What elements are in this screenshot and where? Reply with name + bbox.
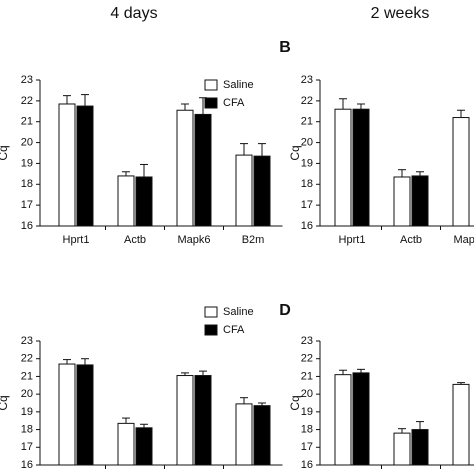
x-tick-label: Actb [400, 234, 422, 246]
x-tick-label: Actb [400, 473, 422, 474]
bar [334, 108, 352, 227]
y-tick-label: 20 [301, 136, 313, 148]
y-tick-label: 23 [301, 74, 313, 86]
bar [117, 175, 135, 227]
y-axis-label: Cq [288, 395, 302, 410]
y-tick-label: 23 [301, 335, 313, 347]
x-tick-label: Hprt1 [63, 473, 90, 474]
y-tick-label: 21 [21, 116, 33, 128]
panel-label: B [279, 39, 291, 56]
bar [176, 109, 194, 227]
bar [176, 375, 194, 466]
y-tick-label: 23 [21, 74, 33, 86]
legend-swatch [204, 97, 218, 109]
y-tick-label: 18 [21, 178, 33, 190]
legend-label: Saline [223, 306, 254, 318]
y-tick-label: 17 [21, 199, 33, 211]
bar [352, 372, 370, 466]
legend-label: Saline [223, 79, 254, 91]
legend-swatch [204, 79, 218, 91]
y-tick-label: 22 [301, 353, 313, 365]
x-tick-label: Hprt1 [339, 234, 366, 246]
y-tick-label: 19 [301, 406, 313, 418]
legend-swatch [204, 324, 218, 336]
y-axis-label: Cq [0, 395, 10, 410]
panel-label: D [279, 302, 291, 319]
x-tick-label: Hprt1 [339, 473, 366, 474]
y-tick-label: 17 [301, 199, 313, 211]
x-tick-label: Actb [124, 473, 146, 474]
x-tick-label: Mapk6 [453, 473, 474, 474]
bar [411, 429, 429, 466]
bar [352, 108, 370, 227]
bar [393, 176, 411, 227]
y-tick-label: 16 [301, 220, 313, 232]
bar [235, 403, 253, 466]
bar [135, 427, 153, 466]
bar [235, 154, 253, 227]
bar [334, 374, 352, 466]
bar [76, 364, 94, 466]
y-tick-label: 22 [21, 95, 33, 107]
bar [135, 176, 153, 227]
y-tick-label: 21 [301, 116, 313, 128]
y-tick-label: 20 [21, 388, 33, 400]
y-tick-label: 16 [21, 220, 33, 232]
y-tick-label: 17 [301, 441, 313, 453]
x-tick-label: Hprt1 [63, 234, 90, 246]
bar [76, 105, 94, 227]
bar [452, 383, 470, 466]
x-tick-label: Mapk6 [177, 473, 210, 474]
bar [253, 405, 271, 466]
y-tick-label: 16 [21, 459, 33, 471]
chart-title: 2 weeks [371, 5, 430, 22]
x-tick-label: B2m [242, 234, 265, 246]
x-tick-label: B2m [242, 473, 265, 474]
legend-swatch [204, 306, 218, 318]
y-tick-label: 23 [21, 335, 33, 347]
bar [58, 363, 76, 466]
bar [393, 432, 411, 466]
x-tick-label: Mapk6 [453, 234, 474, 246]
y-tick-label: 22 [21, 353, 33, 365]
bar [58, 103, 76, 227]
y-tick-label: 21 [301, 370, 313, 382]
y-tick-label: 19 [21, 406, 33, 418]
y-tick-label: 19 [301, 157, 313, 169]
bar [411, 175, 429, 227]
x-tick-label: Actb [124, 234, 146, 246]
y-tick-label: 16 [301, 459, 313, 471]
y-axis-label: Cq [0, 145, 10, 160]
bar [253, 155, 271, 227]
bar [194, 375, 212, 466]
y-tick-label: 18 [301, 178, 313, 190]
y-tick-label: 20 [301, 388, 313, 400]
legend-label: CFA [223, 97, 245, 109]
y-tick-label: 19 [21, 157, 33, 169]
legend-label: CFA [223, 324, 245, 336]
y-tick-label: 18 [21, 423, 33, 435]
x-tick-label: Mapk6 [177, 234, 210, 246]
y-tick-label: 21 [21, 370, 33, 382]
y-axis-label: Cq [288, 145, 302, 160]
bar [194, 113, 212, 227]
bar [452, 117, 470, 227]
y-tick-label: 17 [21, 441, 33, 453]
bar [117, 422, 135, 466]
y-tick-label: 22 [301, 95, 313, 107]
y-tick-label: 18 [301, 423, 313, 435]
chart-title: 4 days [110, 5, 157, 22]
y-tick-label: 20 [21, 136, 33, 148]
